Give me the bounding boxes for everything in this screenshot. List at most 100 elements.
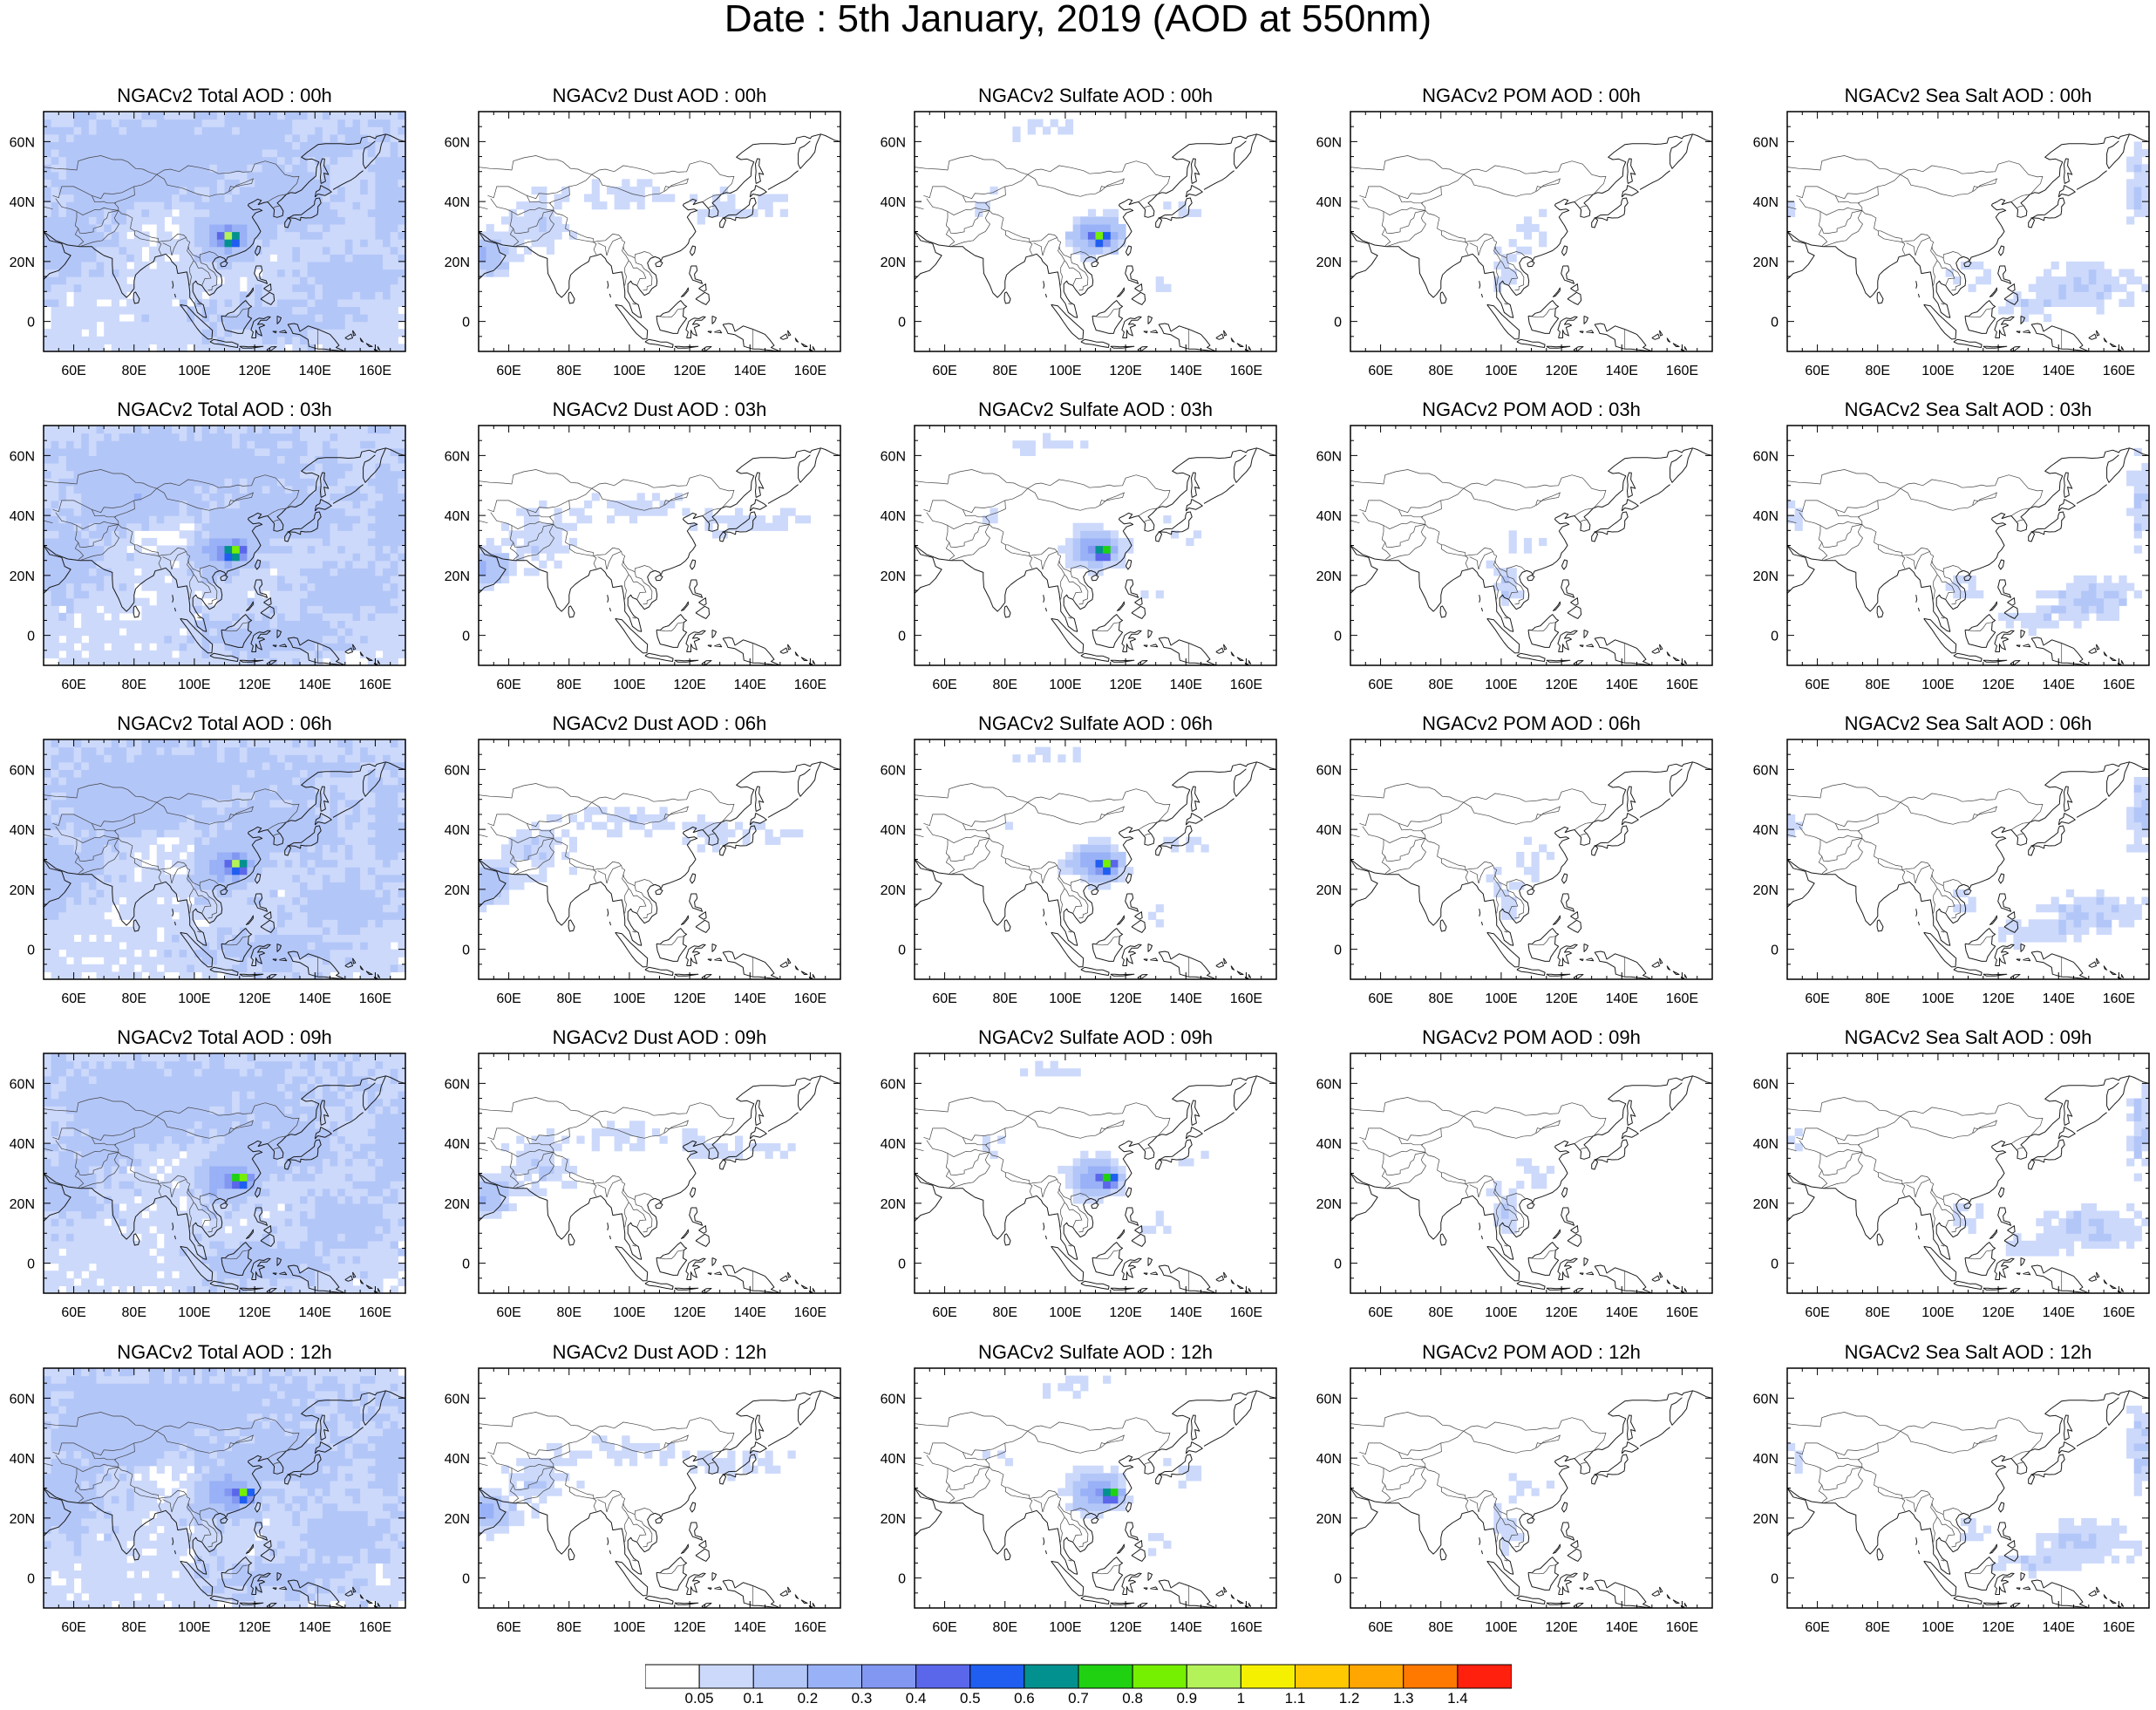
- lon-tick-label: 140E: [299, 678, 331, 692]
- lon-tick-label: 140E: [734, 991, 766, 1006]
- lat-tick-label: 20N: [445, 1197, 470, 1212]
- lat-tick-label: 40N: [445, 1137, 470, 1152]
- lat-tick-label: 60N: [445, 1392, 470, 1407]
- lon-tick-label: 100E: [613, 678, 645, 692]
- country-borders: [1336, 470, 1625, 664]
- lat-tick-label: 60N: [10, 1077, 35, 1092]
- lon-tick-label: 100E: [1485, 991, 1517, 1006]
- lat-tick-label: 60N: [1753, 1077, 1779, 1092]
- lon-tick-label: 60E: [1805, 678, 1829, 692]
- lon-tick-label: 160E: [1230, 1305, 1262, 1320]
- panel-title: NGACv2 Sea Salt AOD : 00h: [1845, 85, 2092, 106]
- lat-tick-label: 40N: [445, 823, 470, 838]
- lon-tick-label: 80E: [557, 678, 582, 692]
- colorbar-swatch: [1024, 1665, 1078, 1688]
- colorbar-swatch: [970, 1665, 1024, 1688]
- lat-tick-label: 0: [27, 1257, 35, 1272]
- lon-tick-label: 120E: [1545, 1305, 1577, 1320]
- lat-tick-label: 20N: [1753, 569, 1779, 584]
- colorbar-label: 0.9: [1176, 1691, 1197, 1707]
- lon-tick-label: 120E: [1545, 991, 1577, 1006]
- lon-tick-label: 140E: [1170, 1620, 1202, 1635]
- lon-tick-label: 100E: [1485, 364, 1517, 378]
- lon-tick-label: 120E: [1982, 991, 2014, 1006]
- lon-tick-label: 60E: [496, 1620, 520, 1635]
- lon-tick-label: 160E: [1230, 991, 1262, 1006]
- lat-tick-label: 60N: [445, 135, 470, 150]
- colorbar-label: 1.3: [1393, 1691, 1414, 1707]
- panel-title: NGACv2 POM AOD : 09h: [1422, 1026, 1641, 1048]
- lat-tick-label: 20N: [10, 569, 35, 584]
- aod-field: [1787, 1083, 2150, 1256]
- lat-tick-label: 40N: [10, 195, 35, 210]
- lon-tick-label: 100E: [1485, 1305, 1517, 1320]
- lat-tick-label: 0: [1334, 944, 1342, 958]
- lat-tick-label: 0: [27, 630, 35, 644]
- lon-tick-label: 120E: [238, 991, 270, 1006]
- panel-title: NGACv2 Dust AOD : 06h: [553, 712, 767, 734]
- lon-tick-label: 80E: [122, 1620, 146, 1635]
- panel-title: NGACv2 Total AOD : 06h: [117, 712, 332, 734]
- coastline-map: [1787, 134, 2149, 351]
- panel-title: NGACv2 Total AOD : 09h: [117, 1026, 332, 1048]
- lat-tick-label: 20N: [881, 1512, 906, 1527]
- lon-tick-label: 60E: [932, 364, 956, 378]
- lon-tick-label: 100E: [178, 991, 210, 1006]
- colorbar-label: 1.2: [1339, 1691, 1360, 1707]
- lat-tick-label: 40N: [881, 1452, 906, 1467]
- colorbar-swatch: [1187, 1665, 1241, 1688]
- axis-ticks: [1787, 1368, 2149, 1608]
- colorbar-label: 1.1: [1285, 1691, 1306, 1707]
- aod-field: [975, 119, 1201, 292]
- coastline-map: [1787, 762, 2149, 979]
- panel-title: NGACv2 Dust AOD : 09h: [553, 1026, 767, 1048]
- lon-tick-label: 60E: [1368, 991, 1392, 1006]
- lon-tick-label: 120E: [1982, 1305, 2014, 1320]
- lat-tick-label: 60N: [10, 1392, 35, 1407]
- lon-tick-label: 60E: [1805, 991, 1829, 1006]
- lon-tick-label: 140E: [1170, 678, 1202, 692]
- lat-tick-label: 20N: [445, 1512, 470, 1527]
- lon-tick-label: 140E: [2043, 364, 2075, 378]
- lat-tick-label: 0: [462, 944, 470, 958]
- lat-tick-label: 0: [462, 1572, 470, 1587]
- lat-tick-label: 20N: [10, 1197, 35, 1212]
- lat-tick-label: 20N: [881, 569, 906, 584]
- coastline-map: [479, 1391, 840, 1608]
- colorbar-swatch: [1404, 1665, 1458, 1688]
- lon-tick-label: 160E: [359, 364, 391, 378]
- lat-tick-label: 0: [1771, 316, 1779, 330]
- lon-tick-label: 120E: [238, 364, 270, 378]
- lat-tick-label: 40N: [1316, 195, 1342, 210]
- lon-tick-label: 100E: [1921, 1305, 1954, 1320]
- lon-tick-label: 80E: [557, 364, 582, 378]
- lon-tick-label: 140E: [2043, 991, 2075, 1006]
- lon-tick-label: 160E: [794, 991, 826, 1006]
- lon-tick-label: 160E: [794, 1305, 826, 1320]
- lat-tick-label: 40N: [1753, 195, 1779, 210]
- lon-tick-label: 60E: [1805, 1305, 1829, 1320]
- colorbar-swatch: [1350, 1665, 1404, 1688]
- lat-tick-label: 40N: [881, 509, 906, 524]
- lat-tick-label: 60N: [1316, 449, 1342, 464]
- lat-tick-label: 0: [1771, 944, 1779, 958]
- coastline-map: [1787, 448, 2149, 665]
- lon-tick-label: 80E: [993, 1620, 1017, 1635]
- lat-tick-label: 40N: [1753, 1452, 1779, 1467]
- lon-tick-label: 80E: [557, 991, 582, 1006]
- lat-tick-label: 60N: [1753, 135, 1779, 150]
- panel-title: NGACv2 Sulfate AOD : 06h: [978, 712, 1213, 734]
- lat-tick-label: 60N: [445, 449, 470, 464]
- lat-tick-label: 60N: [445, 1077, 470, 1092]
- lon-tick-label: 60E: [1805, 1620, 1829, 1635]
- lon-tick-label: 80E: [993, 991, 1017, 1006]
- lat-tick-label: 60N: [881, 449, 906, 464]
- lon-tick-label: 60E: [1368, 1305, 1392, 1320]
